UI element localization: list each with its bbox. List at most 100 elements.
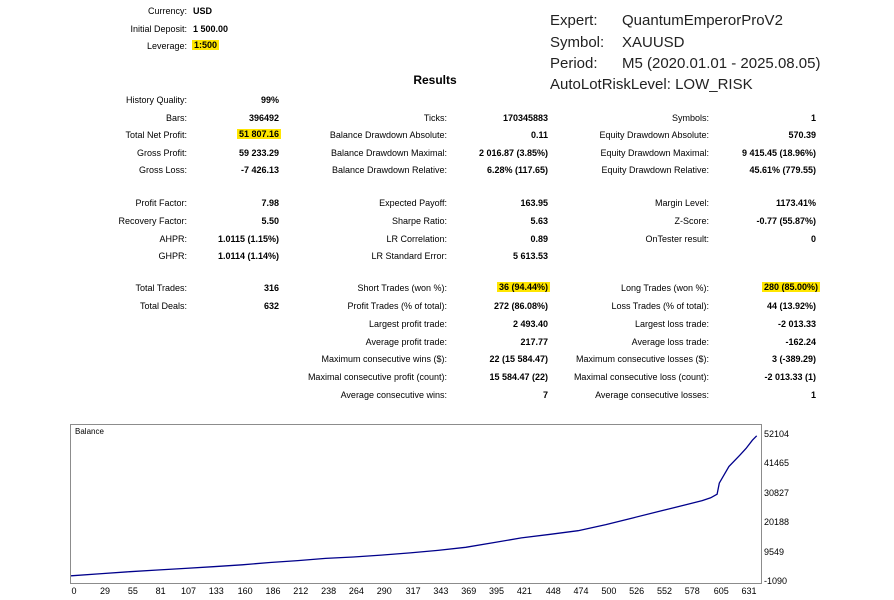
- average-consecutive-losses-label: Average consecutive losses:: [595, 390, 709, 400]
- sharpe-ratio-label: Sharpe Ratio:: [391, 216, 447, 226]
- lr-correlation-value: 0.89: [530, 234, 548, 244]
- period-value: M5 (2020.01.01 - 2025.08.05): [622, 55, 821, 72]
- x-tick-label: 369: [461, 586, 477, 596]
- margin-level-label: Margin Level:: [654, 198, 709, 208]
- x-tick-label: 552: [656, 586, 673, 596]
- expert-line: Expert: QuantumEmperorProV2: [550, 12, 783, 29]
- currency-label: Currency:: [147, 6, 187, 16]
- recovery-factor-label: Recovery Factor:: [118, 216, 187, 226]
- x-tick-label: 264: [348, 586, 364, 596]
- balance-chart: Balance: [70, 424, 762, 584]
- initial-deposit-value: 1 500.00: [193, 24, 229, 34]
- x-tick-label: 186: [265, 586, 281, 596]
- z-score-label: Z-Score:: [674, 216, 709, 226]
- equity-drawdown-maximal-label: Equity Drawdown Maximal:: [600, 148, 709, 158]
- x-tick-label: 212: [293, 586, 309, 596]
- x-tick-label: 317: [405, 586, 421, 596]
- x-tick-label: 421: [516, 586, 532, 596]
- total-deals-label: Total Deals:: [139, 301, 187, 311]
- total-trades-value: 316: [263, 283, 279, 293]
- equity-drawdown-absolute-value: 570.39: [788, 130, 816, 140]
- short-trades-label: Short Trades (won %):: [357, 283, 447, 293]
- x-tick-label: 631: [741, 586, 757, 596]
- gross-loss-value: -7 426.13: [240, 165, 279, 175]
- x-tick-label: 500: [601, 586, 617, 596]
- initial-deposit-label: Initial Deposit:: [130, 24, 187, 34]
- leverage-value: 1:500: [192, 40, 220, 50]
- currency-value: USD: [193, 6, 213, 16]
- x-tick-label: 578: [684, 586, 700, 596]
- loss-trades-label: Loss Trades (% of total):: [611, 301, 709, 311]
- ticks-label: Ticks:: [423, 113, 447, 123]
- gross-profit-value: 59 233.29: [238, 148, 279, 158]
- max-consecutive-losses-label: Maximum consecutive losses ($):: [575, 354, 709, 364]
- y-tick-label: 30827: [764, 487, 790, 498]
- balance-drawdown-absolute-value: 0.11: [530, 130, 548, 140]
- average-consecutive-wins-value: 7: [542, 390, 548, 400]
- x-tick-label: 605: [713, 586, 729, 596]
- loss-trades-value: 44 (13.92%): [766, 301, 816, 311]
- average-profit-trade-value: 217.77: [520, 337, 548, 347]
- x-tick-label: 55: [127, 586, 138, 596]
- history-quality-label: History Quality:: [125, 95, 187, 105]
- x-tick-label: 474: [573, 586, 589, 596]
- bars-label: Bars:: [165, 113, 187, 123]
- balance-drawdown-maximal-label: Balance Drawdown Maximal:: [330, 148, 447, 158]
- x-tick-label: 395: [489, 586, 505, 596]
- balance-chart-svg: [71, 435, 758, 577]
- balance-drawdown-relative-value: 6.28% (117.65): [486, 165, 548, 175]
- x-tick-label: 0: [71, 586, 77, 596]
- y-tick-label: -1090: [764, 576, 788, 586]
- period-label: Period:: [550, 55, 598, 72]
- symbol-label: Symbol:: [550, 34, 605, 51]
- x-tick-label: 107: [180, 586, 196, 596]
- maximal-consecutive-profit-value: 15 584.47 (22): [489, 372, 548, 382]
- leverage-label: Leverage:: [146, 41, 187, 51]
- maximal-consecutive-loss-value: -2 013.33 (1): [764, 372, 816, 382]
- symbols-value: 1: [810, 113, 816, 123]
- x-tick-label: 526: [629, 586, 645, 596]
- max-consecutive-losses-value: 3 (-389.29): [771, 354, 816, 364]
- recovery-factor-value: 5.50: [261, 216, 279, 226]
- symbol-value: XAUUSD: [622, 34, 685, 51]
- balance-drawdown-maximal-value: 2 016.87 (3.85%): [478, 148, 548, 158]
- largest-loss-trade-label: Largest loss trade:: [634, 319, 709, 329]
- sharpe-ratio-value: 5.63: [530, 216, 548, 226]
- lr-correlation-label: LR Correlation:: [386, 234, 447, 244]
- risk-level-line: AutoLotRiskLevel: LOW_RISK: [550, 76, 753, 93]
- maximal-consecutive-loss-label: Maximal consecutive loss (count):: [573, 372, 709, 382]
- margin-level-value: 1173.41%: [775, 198, 816, 208]
- z-score-value: -0.77 (55.87%): [756, 216, 816, 226]
- ahpr-value: 1.0115 (1.15%): [217, 234, 279, 244]
- balance-drawdown-relative-label: Balance Drawdown Relative:: [331, 165, 447, 175]
- average-consecutive-losses-value: 1: [810, 390, 816, 400]
- expected-payoff-label: Expected Payoff:: [379, 198, 447, 208]
- bars-value: 396492: [248, 113, 279, 123]
- profit-factor-label: Profit Factor:: [135, 198, 187, 208]
- profit-trades-value: 272 (86.08%): [493, 301, 548, 311]
- largest-loss-trade-value: -2 013.33: [777, 319, 816, 329]
- total-deals-value: 632: [263, 301, 279, 311]
- x-tick-label: 29: [100, 586, 111, 596]
- ahpr-label: AHPR:: [159, 234, 187, 244]
- lr-standard-error-label: LR Standard Error:: [371, 251, 447, 261]
- x-tick-label: 133: [208, 586, 224, 596]
- y-tick-label: 20188: [764, 517, 790, 528]
- ontester-result-value: 0: [810, 234, 816, 244]
- long-trades-value: 280 (85.00%): [761, 282, 820, 292]
- profit-trades-label: Profit Trades (% of total):: [347, 301, 447, 311]
- ontester-result-label: OnTester result:: [645, 234, 709, 244]
- balance-line: [71, 435, 758, 577]
- long-trades-label: Long Trades (won %):: [620, 283, 709, 293]
- short-trades-value: 36 (94.44%): [496, 282, 550, 292]
- average-loss-trade-label: Average loss trade:: [631, 337, 709, 347]
- equity-drawdown-absolute-label: Equity Drawdown Absolute:: [599, 130, 709, 140]
- profit-factor-value: 7.98: [261, 198, 279, 208]
- largest-profit-trade-label: Largest profit trade:: [368, 319, 447, 329]
- gross-profit-label: Gross Profit:: [136, 148, 187, 158]
- history-quality-value: 99%: [260, 95, 279, 105]
- symbols-label: Symbols:: [671, 113, 709, 123]
- equity-drawdown-relative-value: 45.61% (779.55): [749, 165, 816, 175]
- equity-drawdown-maximal-value: 9 415.45 (18.96%): [741, 148, 816, 158]
- x-tick-label: 160: [237, 586, 253, 596]
